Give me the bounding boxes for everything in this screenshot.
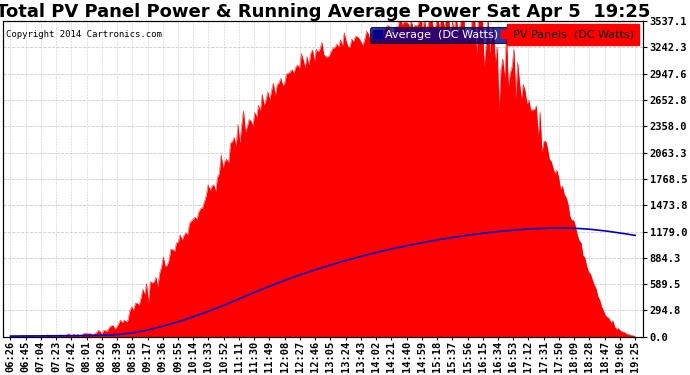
- Legend: Average  (DC Watts), PV Panels  (DC Watts): Average (DC Watts), PV Panels (DC Watts): [370, 27, 638, 43]
- Title: Total PV Panel Power & Running Average Power Sat Apr 5  19:25: Total PV Panel Power & Running Average P…: [0, 3, 650, 21]
- Text: Copyright 2014 Cartronics.com: Copyright 2014 Cartronics.com: [6, 30, 162, 39]
